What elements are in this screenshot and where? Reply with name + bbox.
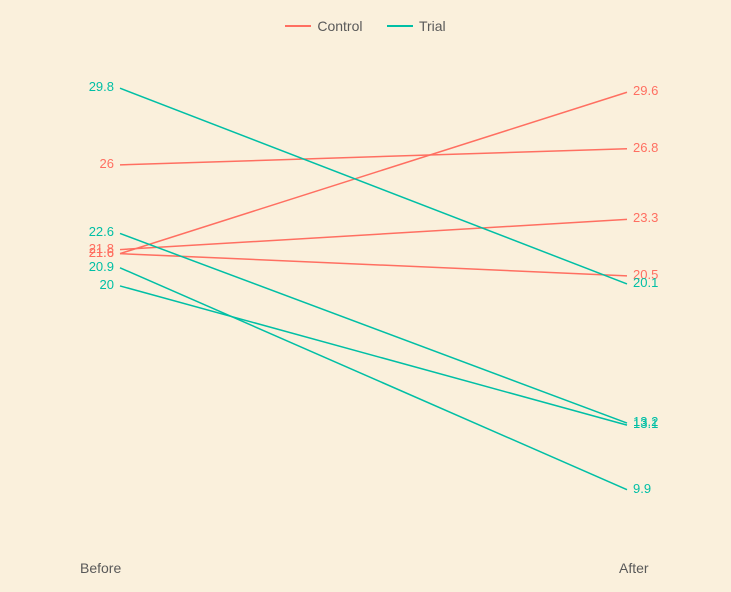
data-label-after: 29.6 [633,84,658,97]
series-line [120,233,627,423]
legend: Control Trial [0,14,731,34]
data-label-after: 26.8 [633,141,658,154]
legend-swatch-trial [387,25,413,27]
legend-item-trial: Trial [387,18,446,34]
series-line [120,268,627,490]
axis-label-before: Before [80,560,121,576]
legend-label-trial: Trial [419,18,446,34]
data-label-after: 9.9 [633,482,651,495]
data-label-before: 29.8 [89,80,114,93]
series-line [120,88,627,284]
legend-swatch-control [285,25,311,27]
axis-label-after: After [619,560,649,576]
series-line [120,286,627,425]
legend-item-control: Control [285,18,362,34]
series-line [120,254,627,276]
data-label-before: 21.6 [89,246,114,259]
data-label-before: 26 [100,157,114,170]
data-label-before: 20.9 [89,260,114,273]
data-label-after: 20.1 [633,276,658,289]
data-label-after: 13.1 [633,417,658,430]
legend-label-control: Control [317,18,362,34]
series-line [120,149,627,165]
series-line [120,92,627,253]
data-label-after: 23.3 [633,211,658,224]
series-line [120,219,627,249]
data-label-before: 22.6 [89,225,114,238]
data-label-before: 20 [100,278,114,291]
